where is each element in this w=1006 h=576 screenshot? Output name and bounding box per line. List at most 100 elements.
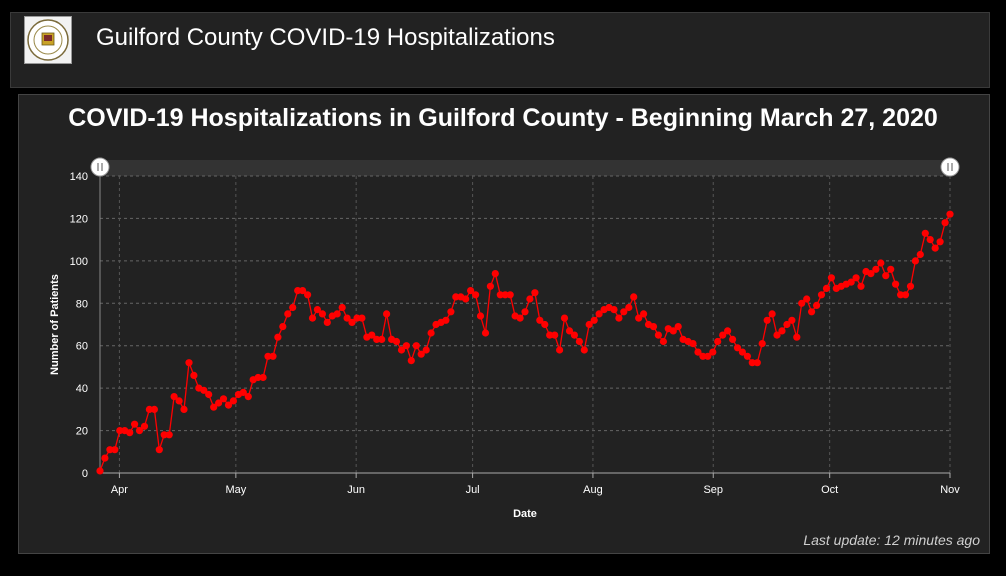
data-point [625, 303, 633, 312]
data-point [447, 308, 455, 316]
data-point [269, 352, 277, 360]
data-point [763, 316, 771, 324]
data-point [521, 308, 529, 316]
data-point [462, 295, 470, 303]
data-point [155, 446, 163, 454]
data-point [758, 340, 766, 348]
range-end-handle[interactable] [940, 157, 960, 177]
data-point [96, 467, 104, 475]
data-point [111, 446, 119, 454]
data-point [580, 346, 588, 354]
app-header [10, 12, 990, 88]
data-point [911, 257, 920, 265]
data-point [887, 265, 895, 273]
x-tick-label: Apr [111, 484, 128, 496]
data-point [323, 318, 331, 326]
data-point [546, 331, 554, 339]
data-point [808, 308, 816, 316]
data-point [279, 323, 287, 331]
data-point [709, 348, 717, 356]
data-point [101, 454, 109, 462]
data-point [541, 320, 549, 329]
last-update-text: Last update: 12 minutes ago [803, 532, 980, 548]
county-seal-icon [24, 16, 72, 64]
data-point [205, 390, 213, 399]
data-point [264, 352, 272, 360]
data-point [229, 397, 237, 405]
series-line [99, 213, 951, 472]
data-point [259, 373, 267, 382]
data-point [402, 342, 410, 350]
data-point [585, 320, 593, 329]
data-point [694, 348, 702, 356]
data-point [630, 293, 638, 301]
data-point [506, 291, 514, 299]
data-point [738, 348, 747, 356]
data-point [170, 393, 178, 401]
y-tick-label: 140 [70, 171, 88, 183]
data-point [318, 310, 326, 318]
y-axis-label: Number of Patients [49, 274, 61, 375]
data-point [299, 287, 307, 295]
data-point [368, 331, 376, 339]
data-point [556, 346, 564, 354]
data-point [635, 314, 643, 322]
data-point [773, 331, 781, 339]
y-tick-label: 120 [70, 213, 88, 225]
data-point [659, 337, 668, 346]
data-point [852, 274, 860, 282]
y-tick-label: 60 [76, 341, 88, 353]
data-point [412, 342, 420, 350]
data-point [560, 314, 569, 322]
data-point [892, 280, 900, 288]
data-point [135, 427, 144, 435]
data-point [551, 331, 559, 339]
data-point [803, 295, 811, 303]
data-point [392, 337, 401, 346]
data-point [768, 310, 776, 318]
x-tick-label: Aug [583, 484, 603, 496]
data-point [729, 335, 737, 343]
data-point [427, 329, 435, 337]
data-point [921, 229, 929, 237]
data-point [877, 259, 885, 267]
data-point [610, 306, 618, 314]
data-point [788, 316, 796, 324]
data-point [407, 357, 415, 365]
y-tick-label: 40 [76, 383, 88, 395]
data-point [575, 337, 584, 346]
data-point [590, 316, 598, 324]
data-point [654, 331, 663, 339]
data-point [743, 352, 752, 360]
x-tick-label: Sep [703, 484, 723, 496]
data-point [595, 310, 603, 318]
data-point [358, 314, 366, 322]
data-point [145, 405, 153, 413]
data-point [452, 293, 460, 301]
data-point [689, 340, 697, 348]
data-point [674, 323, 682, 331]
data-point [536, 316, 544, 324]
data-point [224, 401, 233, 409]
data-point [373, 335, 381, 343]
data-point [467, 287, 475, 295]
data-point [936, 238, 944, 246]
data-point [817, 291, 826, 299]
data-point [289, 303, 297, 312]
data-point [526, 295, 534, 303]
range-start-handle[interactable] [90, 157, 110, 177]
data-point [338, 303, 346, 312]
data-point [827, 274, 836, 282]
data-point [274, 333, 282, 341]
data-point [160, 431, 168, 439]
range-selector-band [100, 160, 950, 176]
data-point [620, 308, 628, 316]
data-point [244, 393, 252, 401]
y-tick-label: 20 [76, 426, 88, 438]
data-point [640, 310, 648, 318]
data-point [190, 371, 198, 379]
data-point [472, 291, 480, 299]
data-point [422, 346, 430, 354]
data-point [304, 291, 312, 299]
x-tick-label: Oct [821, 484, 838, 496]
